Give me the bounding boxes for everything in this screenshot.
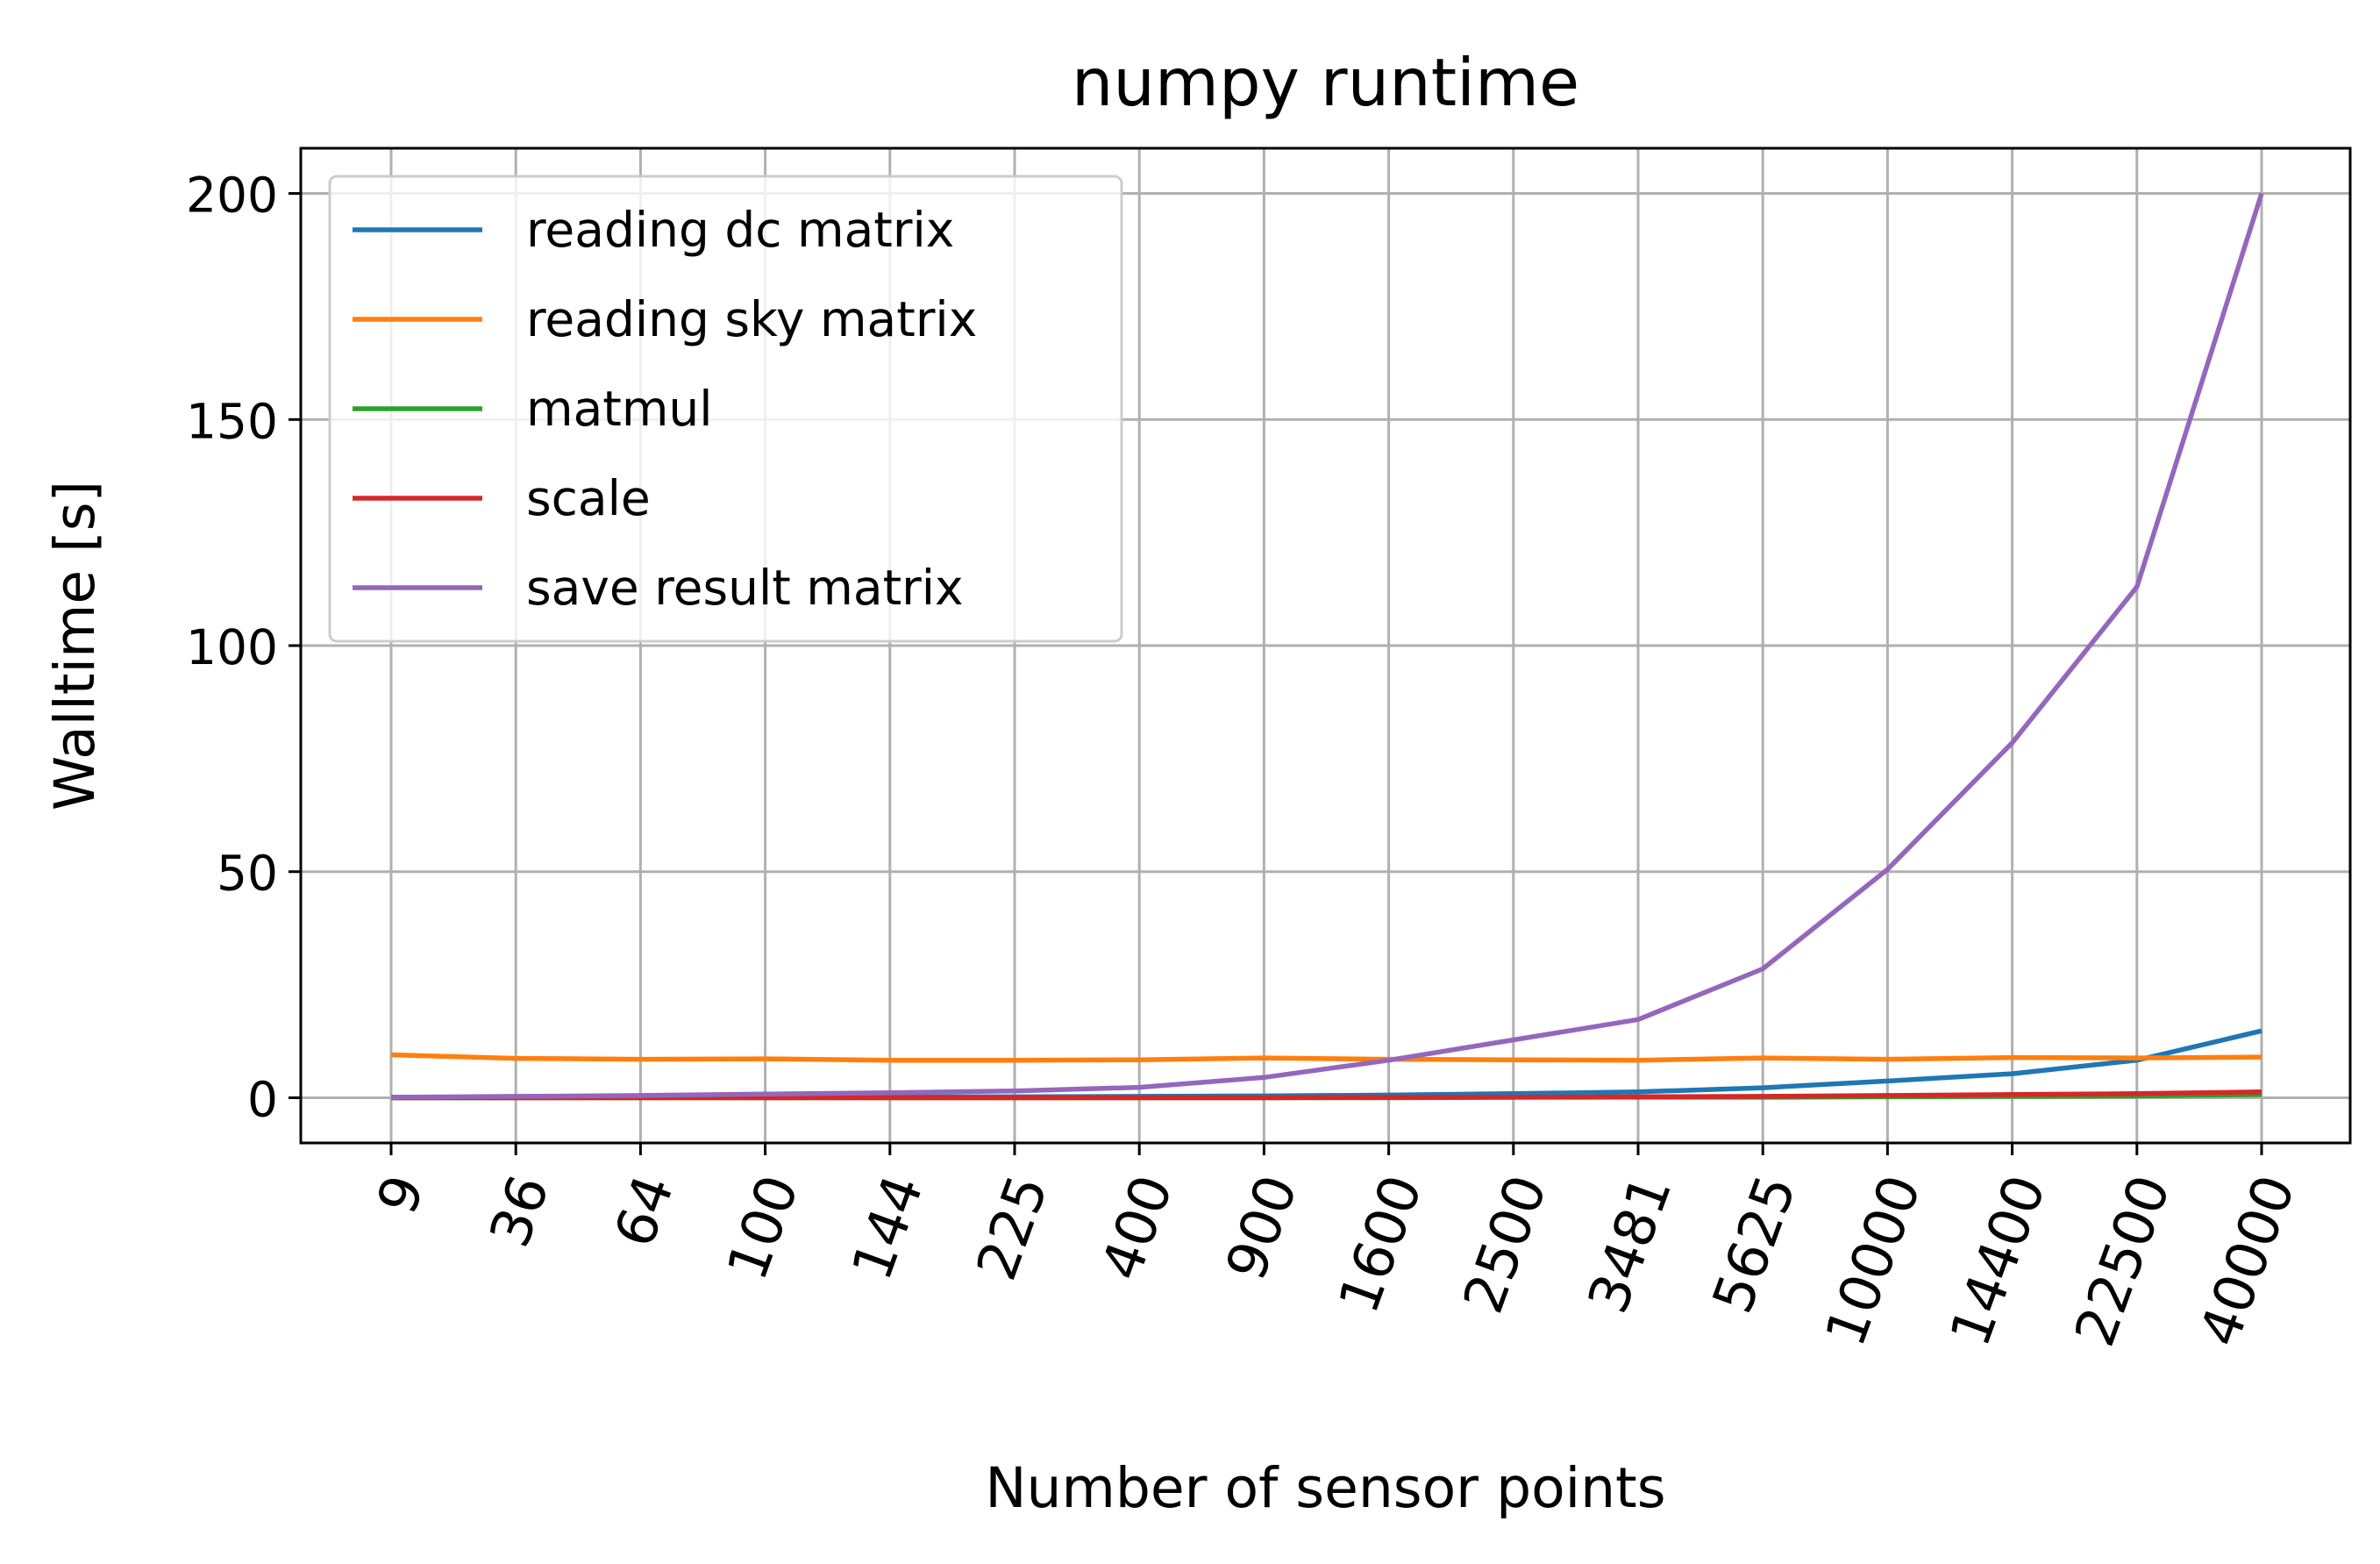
chart-title: numpy runtime xyxy=(1072,44,1579,121)
y-tick-label: 150 xyxy=(186,393,278,449)
legend-label: scale xyxy=(526,470,651,526)
y-axis-label: Walltime [s] xyxy=(43,481,107,811)
legend-label: reading sky matrix xyxy=(526,291,977,347)
legend-label: matmul xyxy=(526,381,713,437)
y-tick-label: 200 xyxy=(186,168,278,224)
legend: reading dc matrix reading sky matrix matmu… xyxy=(328,175,1123,643)
legend-box xyxy=(328,175,1123,643)
y-tick-label: 50 xyxy=(217,846,278,902)
series-lines xyxy=(390,192,2264,1101)
y-tick-label: 100 xyxy=(186,619,278,675)
y-tick-label: 0 xyxy=(247,1071,278,1127)
legend-label: reading dc matrix xyxy=(526,202,954,258)
legend-label: save result matrix xyxy=(526,560,964,616)
x-axis-label: Number of sensor points xyxy=(985,1456,1665,1520)
series-line-save-result-matrix xyxy=(390,192,2264,1100)
series-line-scale xyxy=(391,1089,2262,1101)
series-line-reading-sky-matrix xyxy=(390,1052,2262,1063)
